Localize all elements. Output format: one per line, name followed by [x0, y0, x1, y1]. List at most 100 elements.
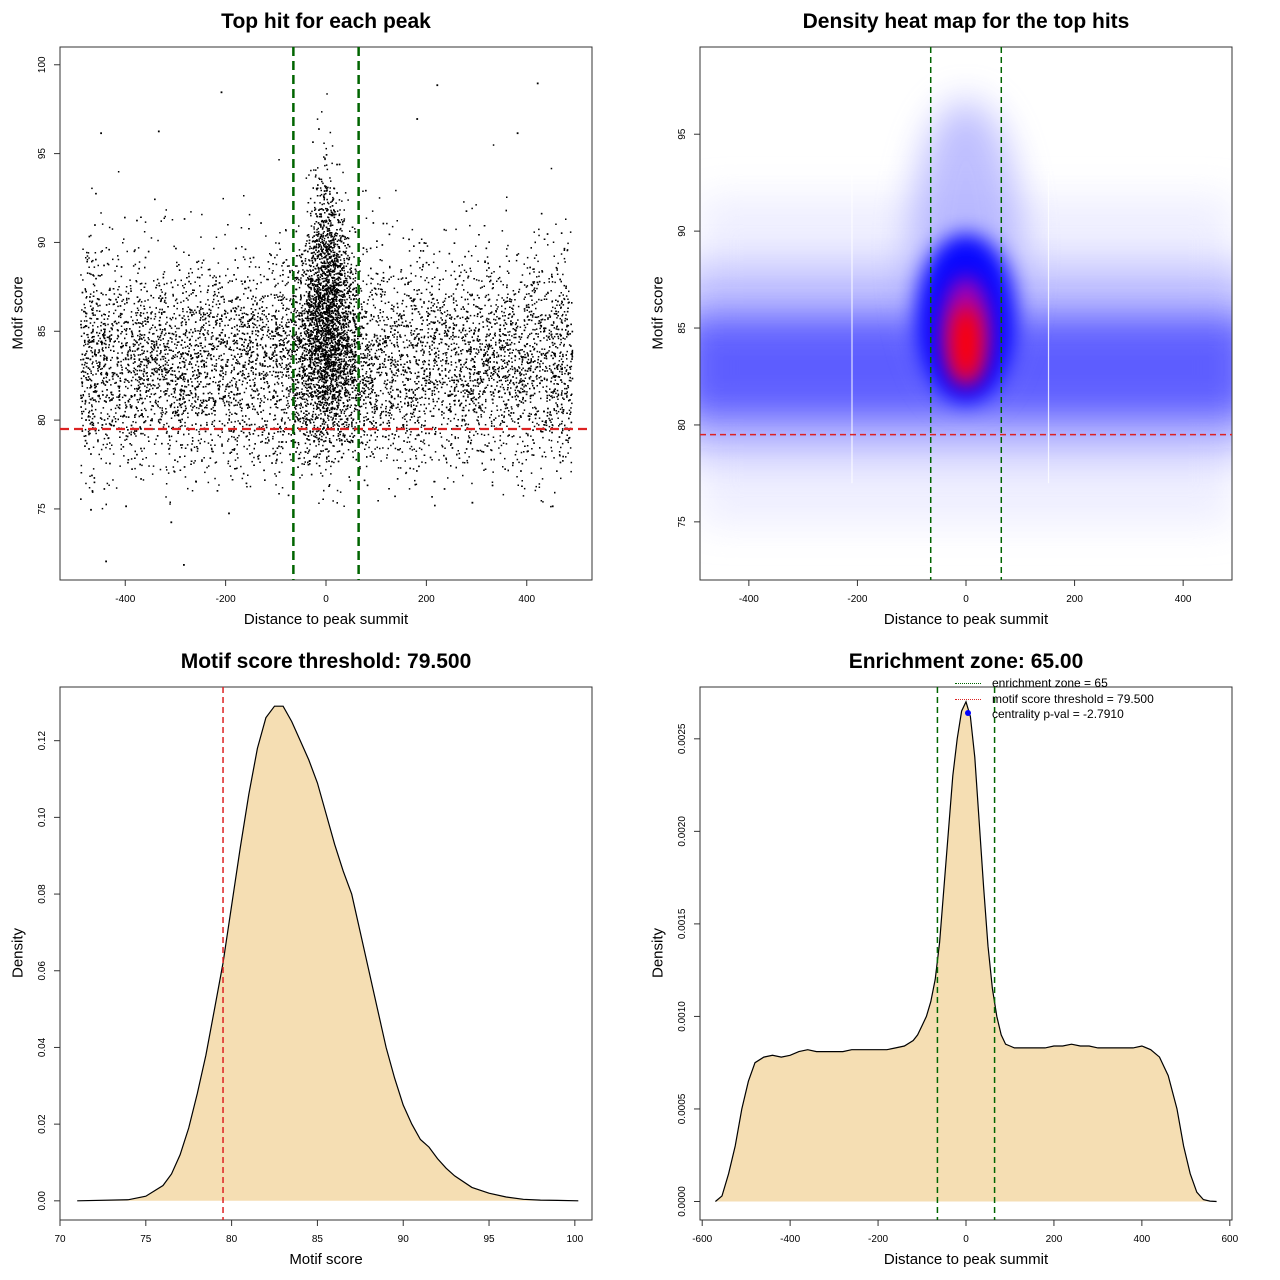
- data-point: [476, 338, 479, 340]
- data-point: [470, 393, 473, 395]
- data-point: [184, 283, 186, 285]
- data-point: [376, 368, 379, 370]
- data-point: [411, 388, 413, 391]
- data-point: [516, 325, 519, 328]
- data-point: [381, 291, 384, 293]
- data-point: [533, 347, 536, 350]
- data-point: [132, 319, 134, 322]
- data-point: [453, 374, 456, 376]
- data-point: [500, 280, 502, 283]
- data-point: [228, 419, 230, 421]
- data-point: [546, 391, 548, 393]
- data-point: [465, 404, 467, 407]
- data-point: [152, 465, 155, 467]
- data-point: [109, 448, 111, 450]
- data-point: [542, 386, 544, 388]
- data-point: [504, 407, 507, 410]
- data-point: [360, 303, 363, 305]
- data-point: [298, 225, 300, 227]
- data-point: [263, 374, 265, 377]
- data-point: [528, 311, 531, 313]
- data-point: [151, 473, 154, 475]
- data-point: [445, 354, 447, 356]
- data-point: [300, 341, 302, 344]
- data-point: [273, 315, 275, 317]
- data-point: [138, 330, 141, 332]
- data-point: [412, 299, 415, 301]
- data-point: [504, 457, 506, 460]
- data-point: [103, 437, 106, 440]
- data-point: [501, 230, 504, 232]
- data-point: [554, 281, 556, 284]
- data-point: [110, 366, 112, 369]
- data-point: [144, 434, 146, 436]
- data-point: [219, 325, 221, 327]
- data-point: [259, 398, 262, 400]
- data-point: [207, 330, 209, 332]
- data-point: [525, 293, 528, 295]
- data-point: [478, 405, 481, 407]
- data-point: [182, 333, 185, 335]
- data-point: [399, 358, 402, 361]
- data-point: [486, 317, 488, 320]
- data-point: [298, 393, 301, 396]
- data-point: [126, 297, 128, 300]
- data-point: [524, 377, 527, 379]
- data-point: [197, 376, 199, 378]
- data-point: [228, 414, 231, 417]
- data-point: [337, 326, 339, 328]
- data-point: [139, 378, 142, 381]
- data-point: [254, 324, 257, 326]
- data-point: [188, 399, 190, 402]
- data-point: [98, 332, 101, 334]
- data-point: [386, 379, 389, 381]
- data-point: [475, 430, 477, 433]
- data-point: [409, 433, 412, 436]
- data-point: [92, 361, 94, 363]
- data-point: [379, 390, 382, 392]
- data-point: [347, 425, 350, 428]
- data-point: [145, 457, 147, 459]
- data-point: [194, 378, 196, 380]
- data-point: [540, 500, 543, 502]
- data-point: [287, 351, 290, 353]
- data-point: [289, 270, 291, 272]
- data-point: [386, 222, 388, 225]
- data-point: [479, 377, 482, 380]
- data-point: [456, 315, 458, 318]
- data-point: [227, 438, 230, 440]
- data-point: [287, 402, 289, 405]
- data-point: [258, 393, 260, 395]
- data-point: [201, 274, 203, 276]
- data-point: [517, 389, 519, 392]
- data-point: [351, 370, 354, 372]
- data-point: [296, 276, 298, 279]
- data-point: [512, 308, 514, 310]
- data-point: [550, 395, 552, 397]
- data-point: [332, 500, 334, 502]
- data-point: [194, 401, 197, 403]
- data-point: [206, 400, 208, 402]
- data-point: [175, 347, 177, 349]
- data-point: [448, 371, 450, 373]
- data-point: [163, 391, 165, 393]
- data-point: [325, 461, 328, 463]
- data-point: [484, 407, 487, 409]
- data-point: [153, 344, 155, 347]
- data-point: [453, 400, 455, 402]
- data-point: [367, 274, 370, 277]
- data-point: [560, 341, 562, 344]
- data-point: [405, 320, 407, 322]
- data-point: [468, 330, 471, 333]
- data-point: [360, 436, 362, 438]
- data-point: [117, 288, 119, 291]
- data-point: [518, 350, 520, 352]
- data-point: [242, 366, 244, 368]
- data-point: [312, 416, 314, 418]
- data-point: [164, 292, 167, 294]
- data-point: [302, 367, 304, 369]
- data-point: [545, 352, 548, 354]
- data-point: [321, 353, 323, 355]
- data-point: [427, 332, 429, 334]
